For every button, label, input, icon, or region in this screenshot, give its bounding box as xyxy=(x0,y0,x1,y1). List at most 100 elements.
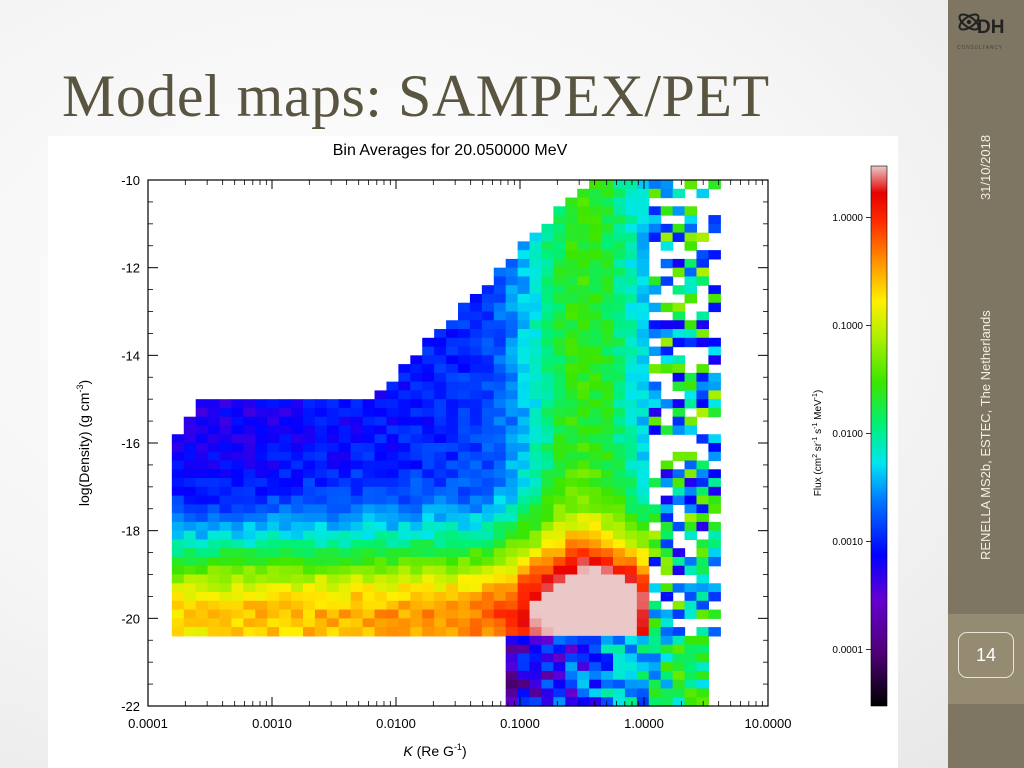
heatmap-cell xyxy=(696,478,709,488)
heatmap-cell xyxy=(493,267,507,278)
heatmap-cell xyxy=(672,679,686,690)
heatmap-cell xyxy=(267,416,280,427)
heatmap-cell xyxy=(243,600,256,611)
heatmap-cell xyxy=(589,609,602,619)
heatmap-cell xyxy=(183,600,197,611)
heatmap-cell xyxy=(553,495,566,505)
heatmap-cell xyxy=(636,416,650,427)
heatmap-cell xyxy=(434,565,447,576)
heatmap-cell xyxy=(314,460,328,470)
heatmap-cell xyxy=(350,425,364,435)
heatmap-cell xyxy=(219,407,233,418)
heatmap-cell xyxy=(541,600,554,611)
heatmap-cell xyxy=(565,258,578,269)
heatmap-cell xyxy=(446,355,459,365)
heatmap-cell xyxy=(481,574,495,584)
heatmap-cell xyxy=(303,486,316,497)
heatmap-cell xyxy=(350,530,364,541)
heatmap-cell xyxy=(410,372,423,383)
heatmap-cell xyxy=(231,556,244,567)
heatmap-cell xyxy=(672,381,686,391)
x-tick-label: 0.1000 xyxy=(500,716,540,731)
heatmap-cell xyxy=(553,355,566,365)
heatmap-cell xyxy=(422,486,435,497)
heatmap-cell xyxy=(434,574,447,584)
heatmap-cell xyxy=(660,495,674,505)
heatmap-cell xyxy=(684,513,698,523)
heatmap-cell xyxy=(613,688,626,698)
heatmap-cell xyxy=(458,460,471,470)
heatmap-cell xyxy=(613,478,626,488)
heatmap-cell xyxy=(219,399,233,409)
heatmap-cell xyxy=(422,565,435,576)
heatmap-cell xyxy=(696,258,709,269)
heatmap-chart: Bin Averages for 20.050000 MeV 0.0001 0.0… xyxy=(75,142,888,759)
heatmap-cell xyxy=(708,434,721,444)
heatmap-cell xyxy=(493,399,507,409)
heatmap-cell xyxy=(601,197,614,207)
heatmap-cell xyxy=(303,478,316,488)
heatmap-cell xyxy=(660,478,674,488)
heatmap-cell xyxy=(231,460,244,470)
heatmap-cell xyxy=(481,434,495,444)
heatmap-cell xyxy=(672,495,686,505)
heatmap-cell xyxy=(660,670,674,681)
heatmap-cell xyxy=(636,504,650,514)
heatmap-cell xyxy=(458,486,471,497)
heatmap-cell xyxy=(446,495,459,505)
heatmap-cell xyxy=(696,627,709,637)
heatmap-cell xyxy=(362,469,376,479)
heatmap-cell xyxy=(565,434,578,444)
heatmap-cell xyxy=(660,635,674,646)
heatmap-cell xyxy=(434,539,447,549)
heatmap-cell xyxy=(219,565,233,576)
heatmap-cell xyxy=(529,337,543,348)
heatmap-cell xyxy=(207,495,221,505)
heatmap-cell xyxy=(493,293,507,304)
heatmap-cell xyxy=(517,653,531,663)
heatmap-cell xyxy=(636,583,650,593)
heatmap-cell xyxy=(350,583,364,593)
heatmap-cell xyxy=(613,618,626,628)
heatmap-cell xyxy=(517,609,531,619)
heatmap-cell xyxy=(601,232,614,242)
heatmap-cell xyxy=(565,355,578,365)
heatmap-cell xyxy=(624,293,638,304)
heatmap-cell xyxy=(601,618,614,628)
heatmap-cell xyxy=(648,215,662,225)
heatmap-cell xyxy=(195,469,209,479)
heatmap-cell xyxy=(529,469,543,479)
heatmap-cell xyxy=(577,670,590,681)
heatmap-cell xyxy=(469,521,483,532)
heatmap-cell xyxy=(517,267,531,278)
heatmap-cell xyxy=(231,530,244,541)
slide-footer: RENELLA MS2b, ESTEC, The Netherlands xyxy=(978,310,993,560)
heatmap-cell xyxy=(279,451,292,462)
heatmap-cell xyxy=(672,688,686,698)
heatmap-cell xyxy=(589,495,602,505)
heatmap-cell xyxy=(624,381,638,391)
heatmap-cell xyxy=(529,495,543,505)
heatmap-cell xyxy=(446,416,459,427)
heatmap-cell xyxy=(326,513,340,523)
heatmap-cell xyxy=(481,355,495,365)
heatmap-cell xyxy=(386,618,399,628)
heatmap-cell xyxy=(505,311,519,321)
heatmap-cell xyxy=(505,346,519,356)
heatmap-cell xyxy=(684,486,698,497)
heatmap-cell xyxy=(231,513,244,523)
heatmap-cell xyxy=(517,346,531,356)
heatmap-cell xyxy=(589,688,602,698)
heatmap-cell xyxy=(577,539,590,549)
heatmap-cell xyxy=(553,320,566,330)
heatmap-cell xyxy=(481,618,495,628)
heatmap-cell xyxy=(684,451,698,462)
heatmap-cell xyxy=(636,355,650,365)
heatmap-cell xyxy=(601,399,614,409)
heatmap-cell xyxy=(553,329,566,339)
heatmap-cell xyxy=(493,513,507,523)
heatmap-cell xyxy=(577,451,590,462)
heatmap-cell xyxy=(613,434,626,444)
heatmap-cell xyxy=(553,390,566,400)
heatmap-cell xyxy=(207,416,221,427)
